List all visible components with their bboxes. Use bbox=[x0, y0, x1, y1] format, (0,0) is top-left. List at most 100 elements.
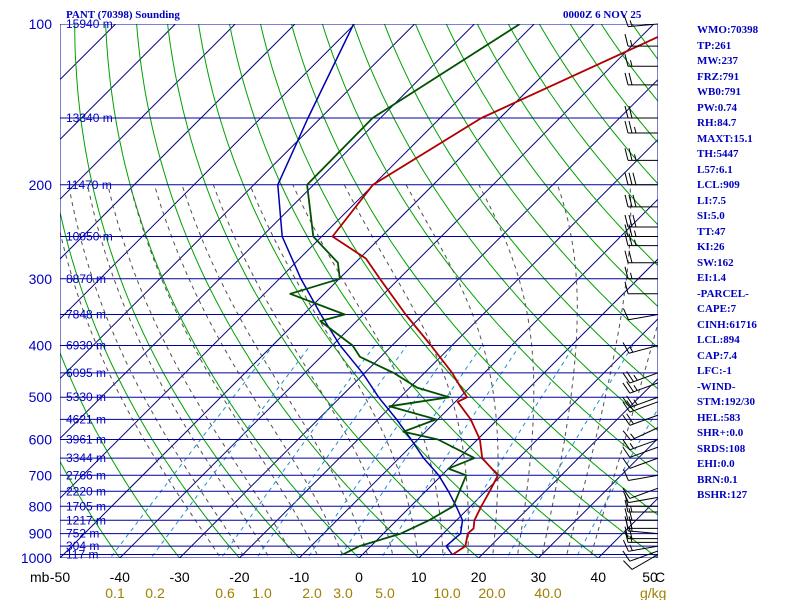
index-item: EHI:0.0 bbox=[697, 458, 735, 470]
temperature-tick-label: 10 bbox=[411, 569, 427, 585]
isotherm-line bbox=[477, 377, 658, 558]
wind-barb-feather bbox=[624, 120, 629, 134]
pressure-tick-label: 200 bbox=[29, 177, 53, 193]
moist-adiabat bbox=[343, 184, 469, 558]
dewpoint-line bbox=[289, 24, 521, 556]
mixing-ratio-tick-label: 0.1 bbox=[105, 585, 125, 600]
isotherm-line bbox=[60, 24, 117, 81]
temperature-tick-label: -40 bbox=[110, 569, 130, 585]
wind-barb bbox=[622, 395, 659, 408]
wind-barb-feather bbox=[628, 214, 633, 228]
wind-barb-feather bbox=[624, 281, 629, 294]
wind-barb-feather bbox=[624, 72, 629, 85]
height-label: 5330 m bbox=[66, 390, 106, 404]
index-item: RH:84.7 bbox=[697, 117, 737, 129]
index-item: LCL:894 bbox=[697, 334, 740, 346]
wind-barb-feather bbox=[622, 382, 631, 394]
wind-barb-feather bbox=[624, 172, 629, 185]
isotherm-line bbox=[60, 24, 595, 558]
index-item: TP:261 bbox=[697, 39, 732, 52]
dry-adiabat bbox=[476, 24, 658, 267]
wind-barb-half-feather bbox=[629, 346, 634, 353]
isotherm-line bbox=[0, 12, 68, 569]
wind-barb bbox=[622, 400, 659, 413]
wind-barb-feather bbox=[622, 491, 629, 503]
wind-barb bbox=[624, 72, 658, 86]
wind-barb-shaft bbox=[628, 314, 659, 321]
wind-barb-half-feather bbox=[629, 544, 633, 551]
index-item: WB0:791 bbox=[697, 86, 741, 98]
wind-barb-shaft bbox=[629, 396, 659, 408]
wind-barb bbox=[622, 550, 659, 562]
wind-barb-half-feather bbox=[630, 60, 633, 67]
wind-barb-shaft bbox=[631, 554, 659, 570]
height-label: 8870 m bbox=[66, 272, 106, 286]
moist-adiabat bbox=[181, 184, 369, 558]
wind-barb bbox=[624, 54, 658, 67]
pressure-tick-label: 300 bbox=[29, 271, 53, 287]
wind-barb bbox=[624, 33, 658, 47]
dry-adiabat bbox=[414, 24, 658, 349]
mixing-ratio-tick-label: 10.0 bbox=[433, 585, 460, 600]
index-item: LI:7.5 bbox=[697, 194, 727, 207]
wind-barb-feather bbox=[622, 401, 631, 413]
index-item: CINH:61716 bbox=[697, 318, 757, 331]
index-item: PW:0.74 bbox=[697, 101, 738, 114]
wind-barb-feather bbox=[622, 468, 629, 481]
height-label: 2220 m bbox=[66, 484, 106, 498]
wind-barb bbox=[622, 413, 659, 426]
wind-barb-feather bbox=[628, 224, 633, 237]
wind-barb-feather bbox=[628, 516, 633, 529]
wind-barb-shaft bbox=[629, 457, 659, 469]
wind-barb-half-feather bbox=[634, 230, 637, 237]
wind-barb bbox=[622, 491, 659, 504]
pressure-tick-label: 900 bbox=[29, 526, 53, 542]
moist-adiabat bbox=[154, 184, 345, 558]
mixing-ratio-line bbox=[338, 345, 483, 558]
wind-barb-feather bbox=[624, 233, 629, 246]
temperature-tick-label: 50 bbox=[642, 569, 658, 585]
temperature-tick-label: -30 bbox=[169, 569, 189, 585]
temperature-tick-label: -50 bbox=[50, 569, 70, 585]
wind-barb bbox=[623, 554, 659, 570]
moist-adiabat bbox=[249, 184, 419, 558]
wind-barb-feather bbox=[624, 530, 629, 543]
moist-adiabat bbox=[292, 184, 444, 558]
index-item: HEL:583 bbox=[697, 411, 741, 424]
index-item: SW:162 bbox=[697, 256, 734, 269]
height-label: 10050 m bbox=[66, 229, 113, 243]
wind-barb-shaft bbox=[628, 530, 659, 535]
height-label: 117 m bbox=[66, 547, 98, 561]
wind-barb bbox=[622, 308, 659, 321]
wind-barb bbox=[622, 342, 659, 354]
wind-barb-feather bbox=[624, 266, 629, 279]
mixing-ratio-line bbox=[307, 345, 454, 558]
mixing-ratio-line bbox=[150, 345, 311, 558]
pressure-tick-label: 400 bbox=[29, 338, 53, 354]
wind-barb-feather bbox=[623, 560, 633, 570]
isotherm-line bbox=[60, 24, 177, 141]
dry-adiabat bbox=[383, 24, 658, 390]
wind-barb-feather bbox=[622, 342, 630, 354]
index-item: CAPE:7 bbox=[697, 303, 737, 315]
height-label: 15940 m bbox=[66, 17, 113, 31]
height-label: 1217 m bbox=[66, 513, 106, 527]
mixing-ratio-unit-label: g/kg bbox=[640, 585, 666, 600]
moist-adiabat bbox=[589, 321, 658, 558]
wind-barb-half-feather bbox=[630, 536, 633, 543]
wind-barb-feather bbox=[628, 233, 633, 246]
dry-adiabat bbox=[197, 24, 540, 558]
wind-barb-feather bbox=[622, 439, 631, 451]
wind-barb bbox=[622, 457, 659, 469]
wind-barb-feather bbox=[623, 14, 629, 27]
wind-barb-shaft bbox=[629, 414, 659, 426]
wind-barb-feather bbox=[628, 120, 633, 134]
wind-barb bbox=[624, 148, 658, 161]
dry-adiabat bbox=[60, 351, 181, 558]
mixing-ratio-tick-label: 0.6 bbox=[215, 585, 235, 600]
parcel-trace-line bbox=[277, 24, 464, 555]
wind-barb-half-feather bbox=[634, 239, 637, 246]
height-label: 6930 m bbox=[66, 339, 106, 353]
wind-barb-feather bbox=[622, 539, 629, 552]
